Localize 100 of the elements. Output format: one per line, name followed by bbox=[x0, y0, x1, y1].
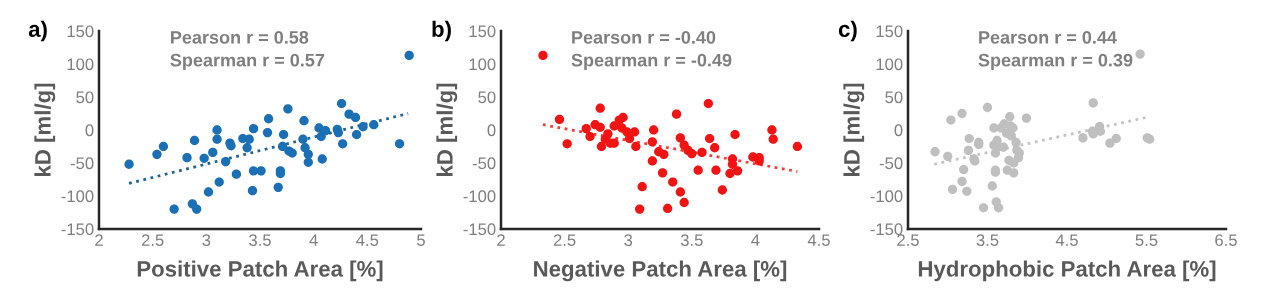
y-tick-label: 0 bbox=[85, 124, 94, 137]
point bbox=[1009, 168, 1019, 178]
point bbox=[298, 134, 308, 144]
x-tick-label: 3.5 bbox=[976, 234, 999, 247]
point bbox=[732, 166, 743, 176]
x-tick-label: 2 bbox=[497, 234, 505, 246]
point bbox=[242, 143, 252, 153]
x-tick-label: 4.5 bbox=[356, 234, 379, 247]
point bbox=[595, 122, 605, 132]
y-axis-title: kD [ml/g] bbox=[34, 83, 56, 176]
y-axis-title: kD [ml/g] bbox=[436, 83, 458, 176]
point bbox=[248, 166, 259, 176]
point bbox=[631, 141, 641, 152]
annotation: Spearman r = -0.49 bbox=[571, 53, 732, 71]
point bbox=[350, 112, 361, 123]
point bbox=[987, 181, 997, 191]
y-tick-label: -150 bbox=[463, 223, 496, 236]
point bbox=[668, 177, 678, 187]
point bbox=[303, 157, 313, 167]
annotation: Pearson r = 0.58 bbox=[171, 30, 309, 44]
point bbox=[358, 122, 368, 132]
chart-title: a) bbox=[28, 20, 47, 42]
point bbox=[212, 125, 222, 135]
point bbox=[957, 108, 967, 119]
x-tick-label: 3 bbox=[202, 234, 211, 247]
point bbox=[679, 197, 689, 208]
point bbox=[158, 141, 169, 152]
point bbox=[1088, 98, 1098, 108]
point bbox=[303, 149, 313, 160]
point bbox=[792, 141, 803, 152]
point bbox=[675, 133, 686, 143]
point bbox=[964, 133, 974, 144]
point bbox=[1111, 133, 1121, 144]
x-tick-label: 5.5 bbox=[1135, 234, 1158, 247]
point bbox=[947, 184, 958, 194]
point bbox=[337, 139, 348, 149]
point bbox=[662, 203, 673, 214]
point bbox=[554, 114, 565, 125]
y-tick-label: -50 bbox=[70, 157, 94, 170]
point bbox=[693, 165, 703, 175]
chart-title: c) bbox=[838, 20, 857, 42]
point bbox=[369, 120, 379, 130]
point bbox=[634, 204, 645, 214]
point bbox=[277, 141, 288, 152]
x-tick-label: 4.5 bbox=[1055, 234, 1078, 247]
point bbox=[768, 134, 778, 144]
y-tick-label: 150 bbox=[67, 25, 94, 38]
point bbox=[603, 129, 613, 139]
x-tick-label: 2.5 bbox=[553, 234, 576, 247]
point bbox=[624, 133, 635, 144]
point bbox=[244, 134, 254, 144]
x-axis-title: Hydrophobic Patch Area [%] bbox=[918, 260, 1216, 282]
point bbox=[203, 187, 214, 197]
point bbox=[767, 125, 777, 135]
y-tick-label: 150 bbox=[876, 25, 903, 38]
point bbox=[671, 109, 682, 119]
y-tick-label: 0 bbox=[894, 124, 903, 137]
y-tick-label: -100 bbox=[870, 190, 903, 203]
point bbox=[710, 143, 720, 153]
point bbox=[1078, 133, 1088, 143]
point bbox=[263, 114, 274, 124]
point bbox=[703, 98, 713, 109]
x-tick-label: 3 bbox=[624, 234, 633, 247]
point bbox=[247, 185, 258, 196]
x-tick-label: 4 bbox=[751, 234, 760, 246]
y-tick-label: -150 bbox=[870, 223, 903, 236]
y-tick-label: -50 bbox=[472, 157, 496, 170]
y-axis-title: kD [ml/g] bbox=[843, 83, 865, 176]
point bbox=[220, 156, 231, 167]
point bbox=[1021, 113, 1032, 123]
point bbox=[152, 149, 162, 160]
x-tick-label: 3.5 bbox=[680, 234, 703, 247]
point bbox=[963, 145, 974, 156]
point bbox=[957, 176, 967, 187]
point bbox=[231, 169, 242, 179]
y-tick-label: 50 bbox=[478, 91, 496, 104]
x-tick-label: 5 bbox=[417, 234, 425, 247]
point bbox=[595, 103, 605, 113]
point bbox=[351, 129, 362, 140]
point bbox=[647, 137, 658, 147]
point bbox=[581, 123, 591, 134]
point bbox=[659, 149, 669, 160]
point bbox=[962, 186, 972, 196]
point bbox=[675, 187, 686, 197]
y-tick-label: 0 bbox=[487, 124, 496, 137]
y-tick-label: 50 bbox=[885, 91, 903, 104]
point bbox=[169, 204, 179, 214]
point bbox=[248, 123, 259, 134]
x-tick-label: 6.5 bbox=[1215, 234, 1237, 247]
point bbox=[212, 134, 222, 144]
point bbox=[278, 129, 289, 140]
point bbox=[317, 154, 327, 164]
x-tick-label: 2.5 bbox=[897, 234, 919, 247]
point bbox=[538, 50, 548, 61]
point bbox=[687, 149, 697, 159]
point bbox=[124, 159, 134, 169]
point bbox=[192, 204, 202, 214]
x-tick-label: 2 bbox=[95, 234, 103, 246]
x-axis-title: Positive Patch Area [%] bbox=[137, 260, 383, 282]
annotation: Spearman r = 0.57 bbox=[170, 53, 325, 71]
